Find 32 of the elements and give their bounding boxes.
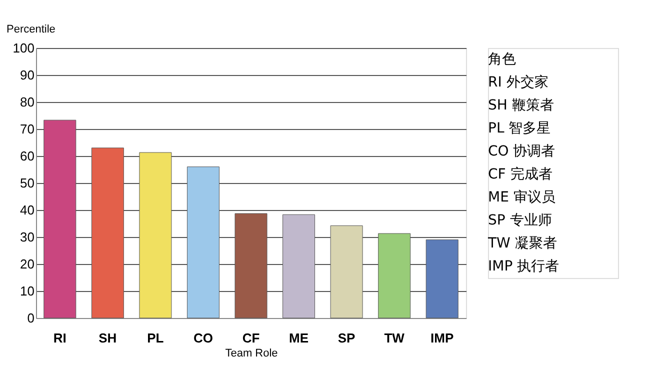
x-tick-label: SH [98,330,117,346]
x-axis-title: Team Role [225,348,278,360]
text: RI 外交家 [488,74,548,90]
y-tick-label: 20 [20,256,34,272]
x-tick-label: RI [53,330,66,346]
text: CF 完成者 [488,166,552,182]
x-tick-label: CO [193,330,213,346]
y-tick-label: 70 [20,122,34,136]
y-axis-title: Percentile [6,24,56,36]
x-tick-label: CF [242,330,260,346]
text: 角色 [488,52,516,68]
y-tick-label: 30 [20,230,34,244]
x-tick-label: PL [147,330,164,346]
text: PL 智多星 [488,120,551,136]
x-tick-label: SP [338,330,356,346]
text: SP 专业师 [488,212,552,228]
x-tick-label: IMP [430,330,454,346]
text: CO 协调者 [488,144,556,160]
y-tick-label: 90 [20,68,34,82]
x-tick-label: TW [384,330,406,346]
y-tick-label: 40 [20,202,34,218]
y-tick-label: 10 [20,284,34,298]
x-tick-label: ME [289,330,309,346]
y-tick-label: 0 [27,310,34,326]
y-tick-label: 80 [20,94,34,110]
y-tick-label: 50 [20,176,34,190]
text: SH 鞭策者 [488,98,554,114]
y-tick-label: 60 [20,148,34,164]
text: IMP 执行者 [488,258,560,274]
text: ME 审议员 [488,190,556,206]
y-tick-label: 100 [12,40,34,56]
text: TW 凝聚者 [487,236,557,252]
